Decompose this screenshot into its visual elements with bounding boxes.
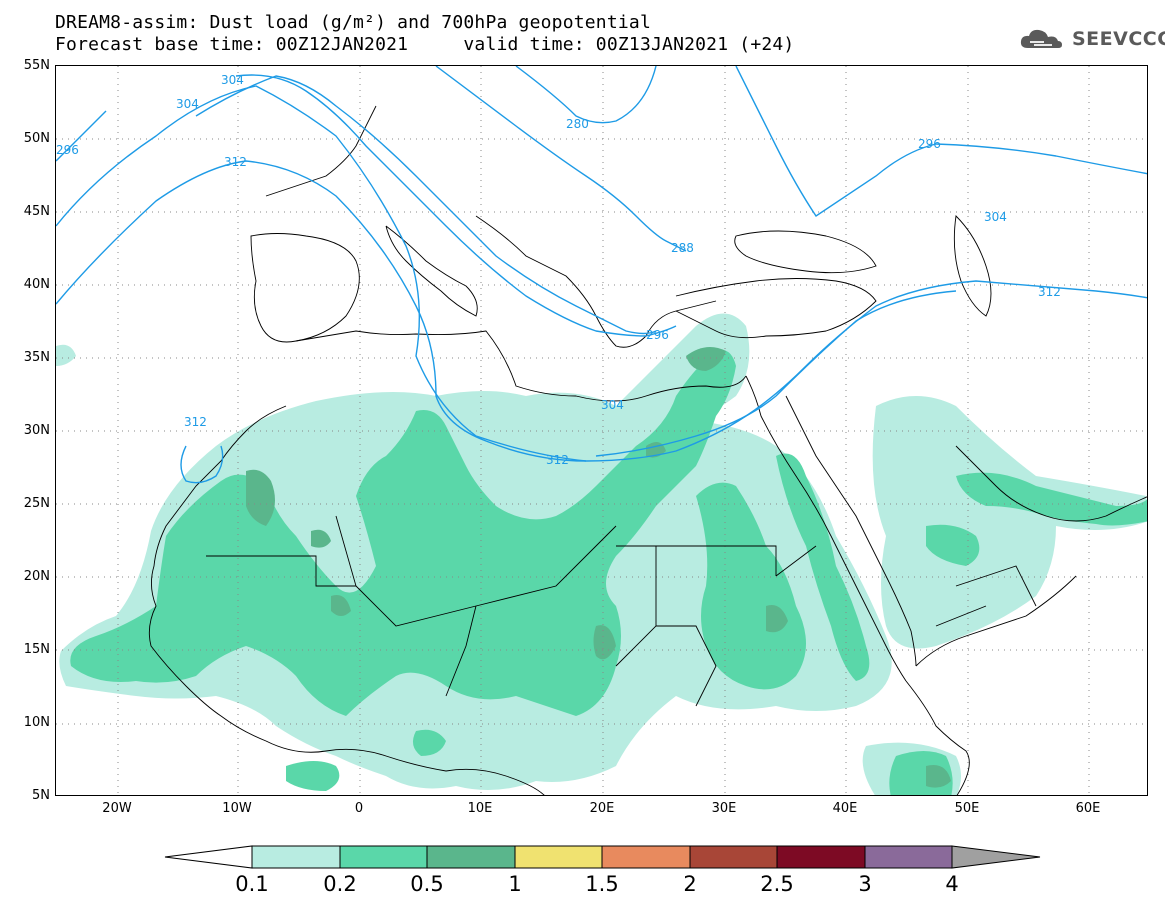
- colorbar-bin: [426, 845, 516, 869]
- lat-label: 20N: [23, 569, 50, 584]
- contour-label: 304: [176, 97, 199, 111]
- contour-label: 296: [918, 137, 941, 151]
- contour-label: 280: [566, 117, 589, 131]
- colorbar-label: 0.5: [410, 872, 444, 896]
- lat-label: 45N: [23, 204, 50, 219]
- contour-label: 296: [646, 328, 669, 342]
- colorbar-label: 4: [945, 872, 959, 896]
- colorbar-bin: [339, 845, 428, 869]
- lat-label: 55N: [23, 58, 50, 73]
- colorbar-bin: [514, 845, 603, 869]
- map-canvas: 304 304 296 312 280 296 304 288 312 296 …: [56, 66, 1147, 795]
- lon-label: 40E: [832, 801, 858, 816]
- lon-label: 50E: [954, 801, 980, 816]
- map-title: DREAM8-assim: Dust load (g/m²) and 700hP…: [55, 12, 651, 33]
- forecast-time-line: Forecast base time: 00Z12JAN2021 valid t…: [55, 34, 795, 55]
- lon-label: 10E: [467, 801, 493, 816]
- contour-label: 312: [546, 453, 569, 467]
- colorbar-bin: [689, 845, 778, 869]
- lat-label: 25N: [23, 496, 50, 511]
- coastlines: [148, 105, 1147, 795]
- lat-label: 5N: [32, 788, 50, 803]
- seevccc-logo: SEEVCCC: [1018, 26, 1165, 52]
- lat-label: 35N: [23, 350, 50, 365]
- colorbar-label: 0.1: [235, 872, 269, 896]
- geopotential-contours: [56, 66, 1147, 484]
- colorbar-bin: [251, 845, 341, 869]
- contour-labels: 304 304 296 312 280 296 304 288 312 296 …: [56, 73, 1061, 467]
- lon-label: 30E: [711, 801, 737, 816]
- contour-label: 312: [184, 415, 207, 429]
- colorbar-label: 1: [508, 872, 522, 896]
- lat-label: 10N: [23, 715, 50, 730]
- lat-label: 15N: [23, 642, 50, 657]
- colorbar-low-arrow: [164, 845, 253, 869]
- cloud-icon: [1020, 29, 1062, 48]
- colorbar-high-arrow: [951, 845, 1041, 869]
- lon-label: 10W: [222, 801, 252, 816]
- map-panel: 304 304 296 312 280 296 304 288 312 296 …: [55, 65, 1148, 796]
- colorbar-label: 1.5: [585, 872, 619, 896]
- contour-label: 288: [671, 241, 694, 255]
- colorbar-label: 0.2: [323, 872, 357, 896]
- colorbar-bin: [776, 845, 866, 869]
- contour-label: 312: [224, 155, 247, 169]
- logo-text: SEEVCCC: [1072, 28, 1165, 50]
- lon-label: 60E: [1075, 801, 1101, 816]
- contour-label: 304: [221, 73, 244, 87]
- colorbar-label: 2: [683, 872, 697, 896]
- contour-label: 304: [984, 210, 1007, 224]
- colorbar-bin: [601, 845, 691, 869]
- graticule: [56, 66, 1147, 795]
- lat-label: 30N: [23, 423, 50, 438]
- contour-label: 296: [56, 143, 79, 157]
- lon-label: 0: [354, 801, 364, 816]
- colorbar-bin: [864, 845, 953, 869]
- lon-label: 20W: [102, 801, 132, 816]
- colorbar-label: 3: [858, 872, 872, 896]
- colorbar: [164, 845, 1041, 869]
- contour-label: 304: [601, 398, 624, 412]
- colorbar-label: 2.5: [760, 872, 794, 896]
- lat-label: 40N: [23, 277, 50, 292]
- contour-label: 312: [1038, 285, 1061, 299]
- lon-label: 20E: [589, 801, 615, 816]
- lat-label: 50N: [23, 131, 50, 146]
